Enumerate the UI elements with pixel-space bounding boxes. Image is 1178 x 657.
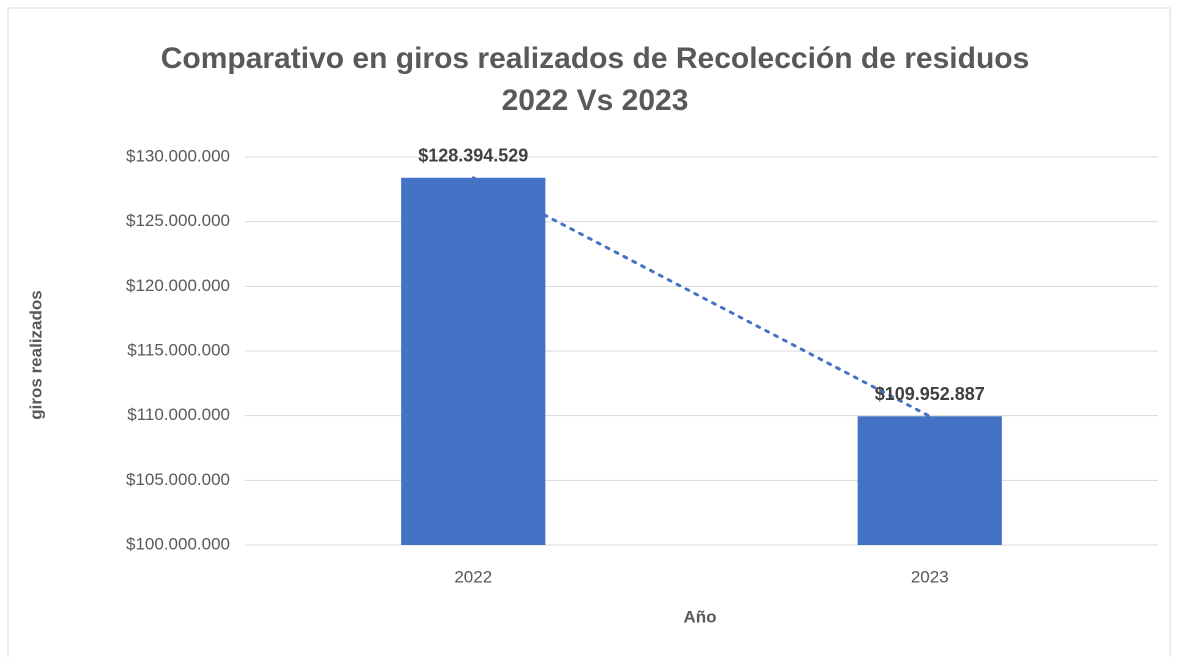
bar — [401, 177, 546, 545]
trendline — [471, 176, 932, 418]
chart-border — [7, 7, 1171, 657]
data-label: $128.394.529 — [418, 146, 528, 166]
chart-title: Comparativo en giros realizados de Recol… — [161, 42, 1030, 75]
bar — [857, 416, 1002, 545]
chart-title: 2022 Vs 2023 — [502, 84, 689, 117]
x-tick-label: 2022 — [454, 567, 492, 586]
y-tick-label: $110.000.000 — [127, 405, 230, 424]
y-tick-label: $120.000.000 — [126, 276, 230, 295]
y-tick-label: $130.000.000 — [126, 146, 230, 165]
data-label: $109.952.887 — [875, 384, 985, 404]
y-tick-label: $115.000.000 — [127, 340, 230, 359]
y-tick-label: $125.000.000 — [126, 211, 230, 230]
x-axis-title: Año — [683, 607, 716, 626]
y-tick-label: $100.000.000 — [126, 534, 230, 553]
y-axis-title: giros realizados — [26, 290, 45, 419]
y-tick-label: $105.000.000 — [126, 470, 230, 489]
x-tick-label: 2023 — [911, 567, 949, 586]
